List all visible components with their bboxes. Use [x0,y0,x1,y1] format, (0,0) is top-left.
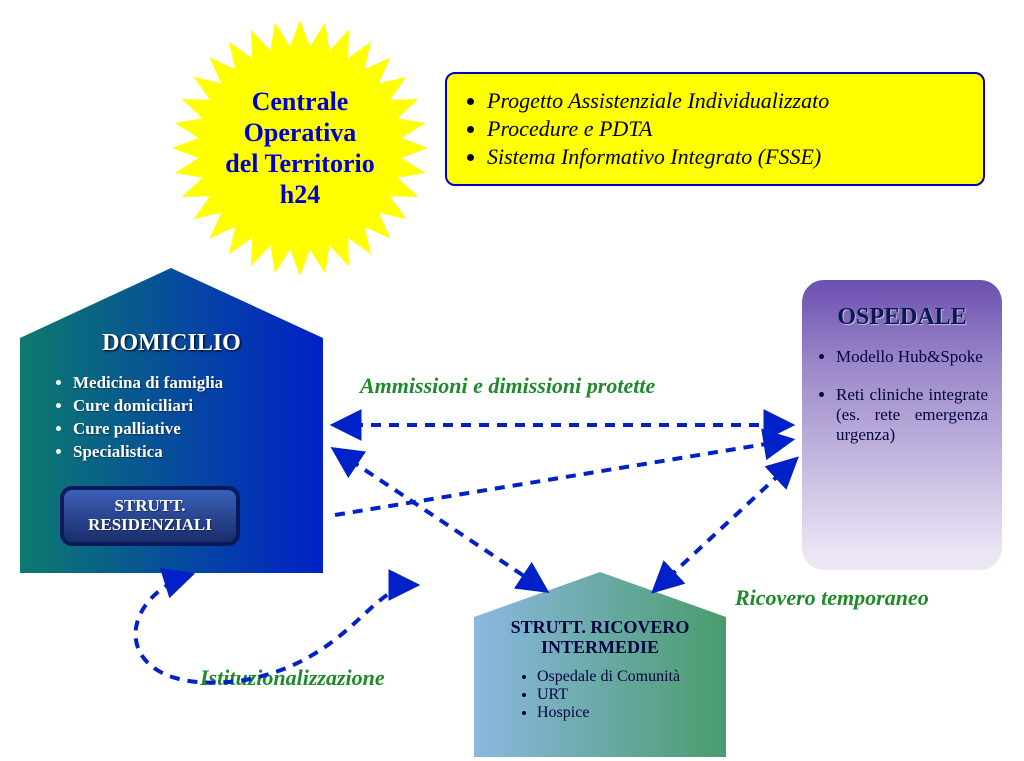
info-item: Progetto Assistenziale Individualizzato [487,88,963,114]
list-item: Medicina di famiglia [73,373,223,393]
ospedale-node: OSPEDALE Modello Hub&Spoke Reti cliniche… [802,280,1002,570]
list-item: Reti cliniche integrate (es. rete emerge… [836,385,988,445]
edge-label-ammissioni: Ammissioni e dimissioni protette [360,373,655,399]
central-label: Centrale Operativa del Territorio h24 [225,86,374,211]
domicilio-title: DOMICILIO [20,330,323,357]
list-item: Hospice [537,704,680,722]
central-line3: del Territorio [225,149,374,178]
central-line4: h24 [280,180,320,209]
info-item: Procedure e PDTA [487,116,963,142]
info-box: Progetto Assistenziale Individualizzato … [445,72,985,186]
list-item: URT [537,686,680,704]
domicilio-list: Medicina di famiglia Cure domiciliari Cu… [55,370,223,465]
strutt-res-l1: STRUTT. [114,496,185,515]
list-item: Modello Hub&Spoke [836,347,988,367]
intermedie-title-l2: INTERMEDIE [541,637,659,657]
domicilio-node: DOMICILIO Medicina di famiglia Cure domi… [20,268,323,573]
edge-label-istituzionalizzazione: Istituzionalizzazione [200,665,385,691]
central-sunburst: Centrale Operativa del Territorio h24 [170,18,430,278]
list-item: Specialistica [73,442,223,462]
intermedie-title-l1: STRUTT. RICOVERO [511,617,690,637]
central-line2: Operativa [244,118,357,147]
intermedie-node: STRUTT. RICOVERO INTERMEDIE Ospedale di … [474,572,726,757]
intermedie-title: STRUTT. RICOVERO INTERMEDIE [474,618,726,658]
ospedale-list: Modello Hub&Spoke Reti cliniche integrat… [816,347,988,445]
strutt-res-l2: RESIDENZIALI [88,515,212,534]
central-line1: Centrale [252,87,349,116]
info-item: Sistema Informativo Integrato (FSSE) [487,144,963,170]
list-item: Cure domiciliari [73,396,223,416]
list-item: Cure palliative [73,419,223,439]
list-item: Ospedale di Comunità [537,668,680,686]
intermedie-shape [474,572,726,757]
strutt-residenziali-node: STRUTT. RESIDENZIALI [60,486,240,546]
ospedale-title: OSPEDALE [816,304,988,331]
intermedie-list: Ospedale di Comunità URT Hospice [519,668,680,722]
edge-label-ricovero: Ricovero temporaneo [735,585,929,611]
